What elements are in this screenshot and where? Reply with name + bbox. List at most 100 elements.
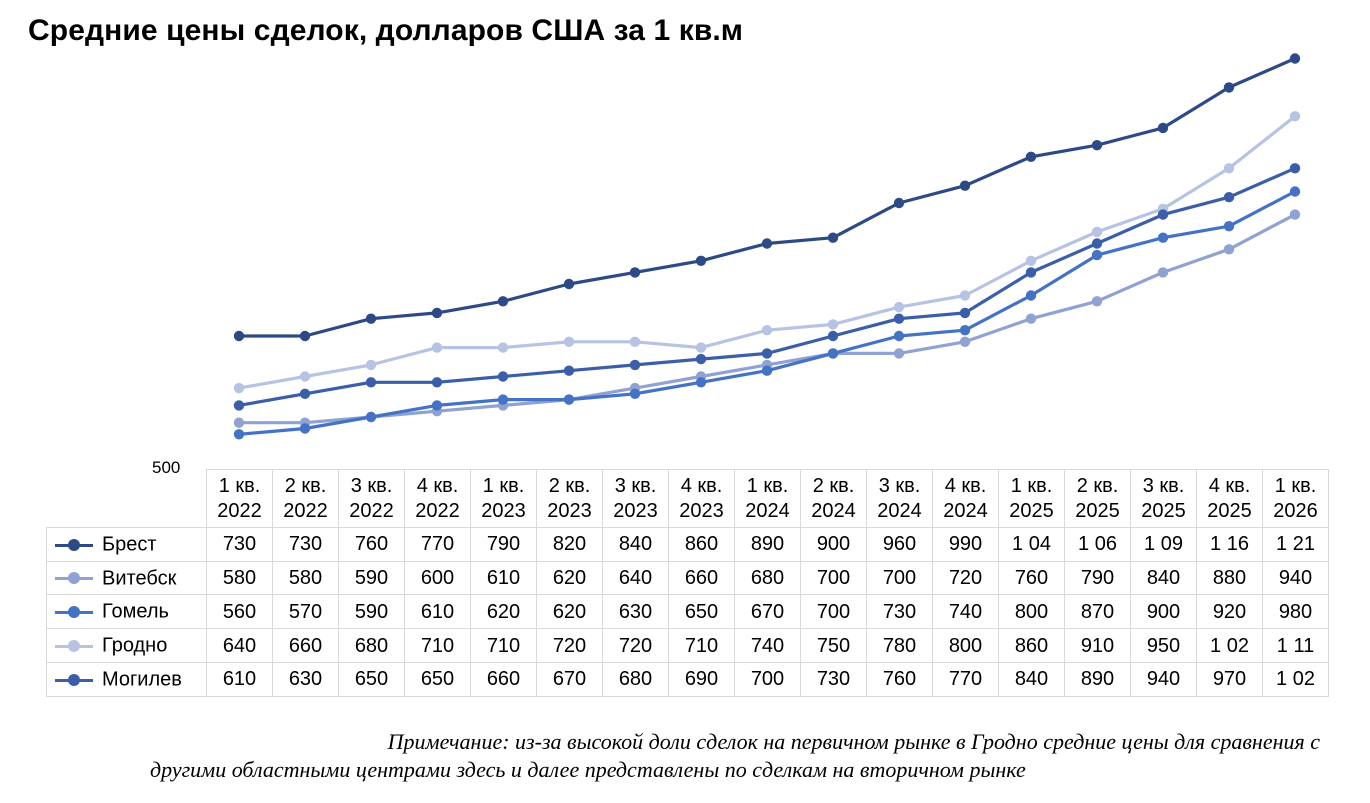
table-cell-value: 980 xyxy=(1262,594,1329,630)
data-point-Брест-16 xyxy=(1289,53,1301,64)
table-cell-value: 740 xyxy=(932,594,999,630)
x-tick-quarter: 1 кв. xyxy=(1274,474,1317,497)
table-cell-value: 720 xyxy=(602,628,669,663)
table-cell-value: 760 xyxy=(866,661,933,697)
table-cell-value: 680 xyxy=(734,560,801,596)
table-cell-value: 890 xyxy=(734,527,801,562)
x-tick-year: 2024 xyxy=(811,499,856,522)
table-cell-value: 600 xyxy=(404,560,471,596)
table-cell-value: 760 xyxy=(338,527,405,562)
data-point-Гродно-16 xyxy=(1289,111,1301,122)
table-cell-value: 840 xyxy=(602,527,669,562)
x-tick-quarter: 2 кв. xyxy=(1076,474,1119,497)
legend-key-dot xyxy=(68,538,80,551)
data-point-Гомель-9 xyxy=(827,348,839,359)
data-point-Гомель-16 xyxy=(1289,186,1301,197)
data-point-Брест-10 xyxy=(893,197,905,209)
data-point-Гродно-8 xyxy=(761,325,773,336)
table-cell-value: 770 xyxy=(404,527,471,562)
data-point-Могилев-2 xyxy=(365,377,377,388)
data-point-Витебск-12 xyxy=(1025,313,1037,324)
data-point-Брест-1 xyxy=(299,330,311,342)
table-cell-value: 700 xyxy=(866,560,933,596)
table-row: Витебск 580 580 590 600 610 620 640 660 680 700 700… xyxy=(46,560,1329,596)
x-tick-quarter: 2 кв. xyxy=(548,474,591,497)
legend-label: Гомель xyxy=(102,601,169,624)
data-point-Могилев-12 xyxy=(1025,267,1037,278)
table-cell-value: 900 xyxy=(800,527,867,562)
x-tick-quarter: 1 кв. xyxy=(746,474,789,497)
table-header-row: 1 кв. 2022 2 кв. 2022 3 кв. 2022 4 кв. 2022 1 кв… xyxy=(46,469,1329,528)
data-point-Гродно-6 xyxy=(629,336,641,347)
data-point-Могилев-0 xyxy=(233,400,245,411)
x-tick-label: 2 кв. 2025 xyxy=(1064,469,1131,528)
series-Брест xyxy=(233,53,1301,342)
data-point-Могилев-16 xyxy=(1289,163,1301,174)
table-cell-value: 650 xyxy=(338,661,405,697)
x-tick-label: 1 кв. 2023 xyxy=(470,469,537,528)
data-point-Могилев-8 xyxy=(761,348,773,359)
table-cell-value: 650 xyxy=(668,594,735,630)
data-point-Гомель-0 xyxy=(233,429,245,440)
data-point-Витебск-15 xyxy=(1223,244,1235,255)
table-cell-value: 760 xyxy=(998,560,1065,596)
data-point-Могилев-5 xyxy=(563,365,575,376)
data-point-Гродно-5 xyxy=(563,336,575,347)
data-point-Витебск-11 xyxy=(959,336,971,347)
legend-key-icon xyxy=(51,639,97,652)
table-cell-value: 780 xyxy=(866,628,933,663)
x-tick-quarter: 3 кв. xyxy=(1142,474,1185,497)
data-point-Брест-14 xyxy=(1157,122,1169,134)
table-cell-value: 890 xyxy=(1064,661,1131,697)
table-cell-value: 1 09 xyxy=(1130,527,1197,562)
x-tick-label: 1 кв. 2026 xyxy=(1262,469,1329,528)
x-tick-label: 4 кв. 2022 xyxy=(404,469,471,528)
data-point-Могилев-15 xyxy=(1223,192,1235,203)
table-cell-value: 710 xyxy=(668,628,735,663)
data-point-Гомель-13 xyxy=(1091,249,1103,261)
legend-key-icon xyxy=(51,673,97,686)
table-cell-value: 860 xyxy=(998,628,1065,663)
x-tick-label: 3 кв. 2025 xyxy=(1130,469,1197,528)
table-cell-value: 700 xyxy=(734,661,801,697)
legend-label: Витебск xyxy=(102,567,177,590)
data-point-Могилев-6 xyxy=(629,359,641,371)
chart-title: Средние цены сделок, долларов США за 1 к… xyxy=(28,14,744,47)
table-cell-value: 590 xyxy=(338,560,405,596)
data-point-Гомель-14 xyxy=(1157,232,1169,243)
data-point-Гомель-4 xyxy=(497,394,509,405)
data-point-Гомель-10 xyxy=(893,330,905,342)
table-cell-value: 690 xyxy=(668,661,735,697)
x-tick-year: 2025 xyxy=(1075,499,1120,522)
data-point-Гомель-12 xyxy=(1025,290,1037,301)
table-cell-value: 800 xyxy=(998,594,1065,630)
x-tick-label: 1 кв. 2022 xyxy=(206,469,273,528)
table-cell-value: 1 02 xyxy=(1196,628,1263,663)
data-point-Гомель-11 xyxy=(959,325,971,336)
table-cell-value: 740 xyxy=(734,628,801,663)
table-cell-value: 950 xyxy=(1130,628,1197,663)
table-cell-value: 940 xyxy=(1130,661,1197,697)
data-point-Гомель-1 xyxy=(299,423,311,434)
data-point-Гродно-0 xyxy=(233,382,245,394)
series-Могилев xyxy=(233,163,1301,411)
data-point-Гомель-7 xyxy=(695,377,707,388)
chart-note: Примечание: из-за высокой доли сделок на… xyxy=(150,728,1320,784)
x-tick-quarter: 2 кв. xyxy=(284,474,327,497)
data-point-Могилев-1 xyxy=(299,388,311,399)
series-line-Брест xyxy=(237,56,1297,338)
data-point-Витебск-13 xyxy=(1091,296,1103,307)
legend-entry: Витебск xyxy=(46,560,207,596)
table-cell-value: 620 xyxy=(536,560,603,596)
table-cell-value: 650 xyxy=(404,661,471,697)
table-cell-value: 730 xyxy=(272,527,339,562)
data-point-Гродно-3 xyxy=(431,342,443,353)
table-cell-value: 870 xyxy=(1064,594,1131,630)
table-cell-value: 770 xyxy=(932,661,999,697)
data-point-Брест-5 xyxy=(563,278,575,290)
x-tick-year: 2022 xyxy=(217,499,262,522)
x-tick-label: 2 кв. 2022 xyxy=(272,469,339,528)
table-cell-value: 620 xyxy=(536,594,603,630)
data-point-Брест-0 xyxy=(233,330,245,342)
table-cell-value: 590 xyxy=(338,594,405,630)
